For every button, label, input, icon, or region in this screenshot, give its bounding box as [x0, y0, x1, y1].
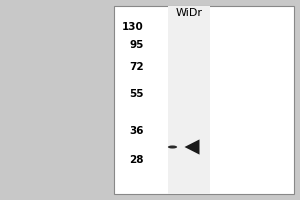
Ellipse shape: [168, 145, 177, 149]
Text: 130: 130: [122, 22, 144, 32]
FancyBboxPatch shape: [168, 6, 210, 194]
Text: 36: 36: [130, 126, 144, 136]
Polygon shape: [184, 139, 200, 155]
Text: 72: 72: [129, 62, 144, 72]
Text: 55: 55: [130, 89, 144, 99]
FancyBboxPatch shape: [114, 6, 294, 194]
Text: 95: 95: [130, 40, 144, 50]
Text: WiDr: WiDr: [176, 8, 203, 18]
Text: 28: 28: [130, 155, 144, 165]
